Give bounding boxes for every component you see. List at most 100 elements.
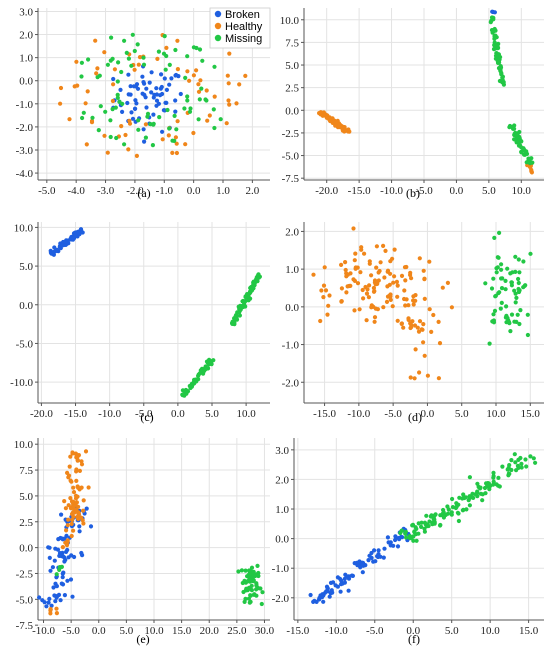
point-broken <box>382 546 387 551</box>
point-missing <box>185 54 190 59</box>
point-missing <box>399 528 404 534</box>
point-broken <box>355 563 360 568</box>
point-healthy <box>94 71 99 76</box>
x-tick-label: 25.0 <box>227 625 247 637</box>
point-missing <box>516 276 521 282</box>
point-missing <box>242 599 247 605</box>
point-broken <box>141 127 146 132</box>
point-missing <box>496 475 501 480</box>
point-broken <box>88 524 94 529</box>
point-broken <box>393 534 398 539</box>
point-missing <box>497 484 502 489</box>
point-broken <box>71 236 76 241</box>
point-broken <box>56 592 62 598</box>
point-healthy <box>119 124 124 129</box>
y-tick-label: 5.0 <box>19 261 33 273</box>
point-healthy <box>227 51 232 56</box>
point-missing <box>207 358 212 363</box>
point-missing <box>497 230 502 235</box>
point-missing <box>475 490 480 495</box>
point-healthy <box>401 325 406 330</box>
point-healthy <box>85 89 90 94</box>
point-healthy <box>136 62 141 67</box>
point-broken <box>173 98 178 103</box>
point-missing <box>191 380 196 385</box>
x-tick-label: -10.0 <box>32 625 55 637</box>
point-missing <box>500 464 505 469</box>
point-broken <box>492 10 497 15</box>
point-healthy <box>234 101 239 106</box>
point-missing <box>254 587 259 592</box>
y-tick-label: 10.0 <box>14 222 34 234</box>
point-healthy <box>348 271 353 276</box>
point-missing <box>183 75 188 80</box>
x-tick-label: 30.0 <box>255 625 275 637</box>
point-broken <box>164 100 169 105</box>
x-tick-label: -5.0 <box>366 625 384 637</box>
point-missing <box>122 38 127 43</box>
point-healthy <box>54 611 60 616</box>
x-tick-label: -10.0 <box>347 408 370 420</box>
x-tick-label: -20.0 <box>315 185 338 197</box>
point-missing <box>512 319 517 324</box>
point-healthy <box>395 318 400 323</box>
y-tick-label: 2.5 <box>285 83 299 95</box>
legend-label-healthy: Healthy <box>225 21 263 33</box>
point-healthy <box>68 496 73 501</box>
point-broken <box>164 87 169 92</box>
point-missing <box>467 495 472 500</box>
legend-marker-missing <box>214 34 222 42</box>
point-missing <box>432 520 437 525</box>
point-missing <box>412 529 417 534</box>
point-missing <box>478 491 483 496</box>
point-healthy <box>173 135 178 140</box>
y-tick-label: 10.0 <box>14 439 34 451</box>
point-healthy <box>420 327 425 332</box>
point-missing <box>79 60 84 65</box>
point-missing <box>90 115 95 120</box>
point-healthy <box>170 150 175 155</box>
point-missing <box>185 94 190 99</box>
x-tick-label: -15.0 <box>286 625 309 637</box>
point-missing <box>260 590 265 595</box>
point-healthy <box>353 251 358 256</box>
point-healthy <box>226 98 231 103</box>
x-tick-label: -10.0 <box>98 408 121 420</box>
point-missing <box>110 107 115 112</box>
point-missing <box>492 308 498 313</box>
point-missing <box>249 583 254 589</box>
point-missing <box>499 276 504 281</box>
x-tick-label: -1.0 <box>156 185 174 197</box>
point-broken <box>60 575 65 580</box>
point-missing <box>450 505 455 510</box>
point-missing <box>509 280 514 285</box>
point-missing <box>515 463 521 468</box>
point-healthy <box>323 288 329 293</box>
point-healthy <box>422 296 427 301</box>
x-tick-label: 0.0 <box>187 185 201 197</box>
point-healthy <box>367 283 372 288</box>
point-missing <box>433 512 438 517</box>
x-tick-label: -3.0 <box>97 185 115 197</box>
point-broken <box>331 580 336 585</box>
point-missing <box>414 538 419 543</box>
x-tick-label: -10.0 <box>380 185 403 197</box>
point-missing <box>424 513 429 518</box>
x-tick-label: 10.0 <box>512 185 532 197</box>
point-broken <box>133 84 139 89</box>
x-tick-label: 15.0 <box>521 408 541 420</box>
point-broken <box>311 599 316 605</box>
point-missing <box>165 107 170 113</box>
point-broken <box>308 592 313 598</box>
point-missing <box>86 57 91 62</box>
point-missing <box>463 495 468 500</box>
point-healthy <box>358 270 363 275</box>
point-broken <box>385 535 390 540</box>
point-healthy <box>196 89 202 94</box>
point-broken <box>393 537 398 543</box>
point-missing <box>528 454 533 459</box>
point-missing <box>129 63 134 68</box>
y-tick-label: 2.5 <box>19 517 33 529</box>
y-tick-label: -1.0 <box>272 563 290 575</box>
